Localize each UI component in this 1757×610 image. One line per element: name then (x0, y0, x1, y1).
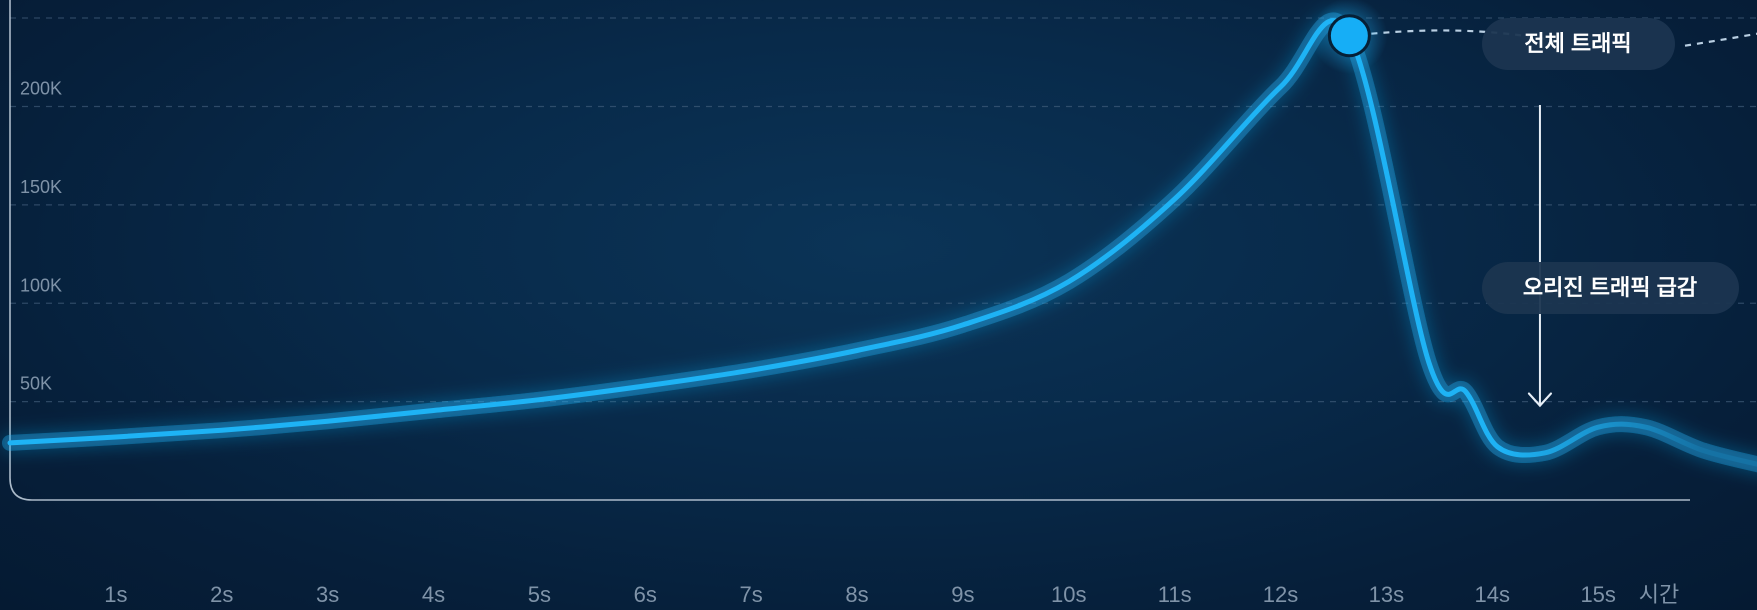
x-tick-label: 11s (1158, 582, 1192, 607)
x-tick-label: 10s (1051, 582, 1086, 607)
axis-line (9, 0, 1690, 501)
x-tick-label: 6s (634, 582, 657, 607)
x-tick-label: 8s (845, 582, 868, 607)
series-glow (2, 12, 1757, 473)
x-tick-label: 9s (951, 582, 974, 607)
x-tick-label: 1s (104, 582, 127, 607)
series-line (7, 18, 1757, 467)
x-axis-label: 시간 (1639, 582, 1679, 607)
peak-leader-tail (1684, 32, 1757, 47)
axes (9, 0, 1690, 501)
callout-pill-origin (1482, 262, 1739, 314)
drop-arrow-head (1527, 392, 1553, 408)
x-tick-label: 2s (210, 582, 233, 607)
callout-total-traffic: 전체 트래픽 (1524, 31, 1631, 56)
y-tick-label: 150K (20, 177, 62, 197)
x-tick-label: 15s (1580, 582, 1615, 607)
y-tick-label: 50K (20, 374, 52, 394)
x-tick-label: 3s (316, 582, 339, 607)
peak-marker (1327, 14, 1371, 58)
x-tick-label: 13s (1369, 582, 1404, 607)
peak-leader-line (1371, 29, 1560, 43)
x-tick-label: 5s (528, 582, 551, 607)
series-layer (2, 12, 1757, 473)
x-tick-label: 7s (740, 582, 763, 607)
x-tick-label: 12s (1263, 582, 1298, 607)
y-tick-labels: 50K 100K 150K 200K (20, 79, 62, 394)
callout-origin-drop: 오리진 트래픽 급감 (1523, 275, 1697, 300)
x-tick-label: 4s (422, 582, 445, 607)
x-tick-label: 14s (1475, 582, 1510, 607)
callout-pill-total (1482, 18, 1675, 70)
y-tick-label: 100K (20, 275, 62, 295)
y-tick-label: 200K (20, 79, 62, 99)
x-tick-labels: 1s 2s 3s 4s 5s 6s 7s 8s 9s 10s 11s 12s 13s 14s 15s 시간 (104, 582, 1679, 607)
